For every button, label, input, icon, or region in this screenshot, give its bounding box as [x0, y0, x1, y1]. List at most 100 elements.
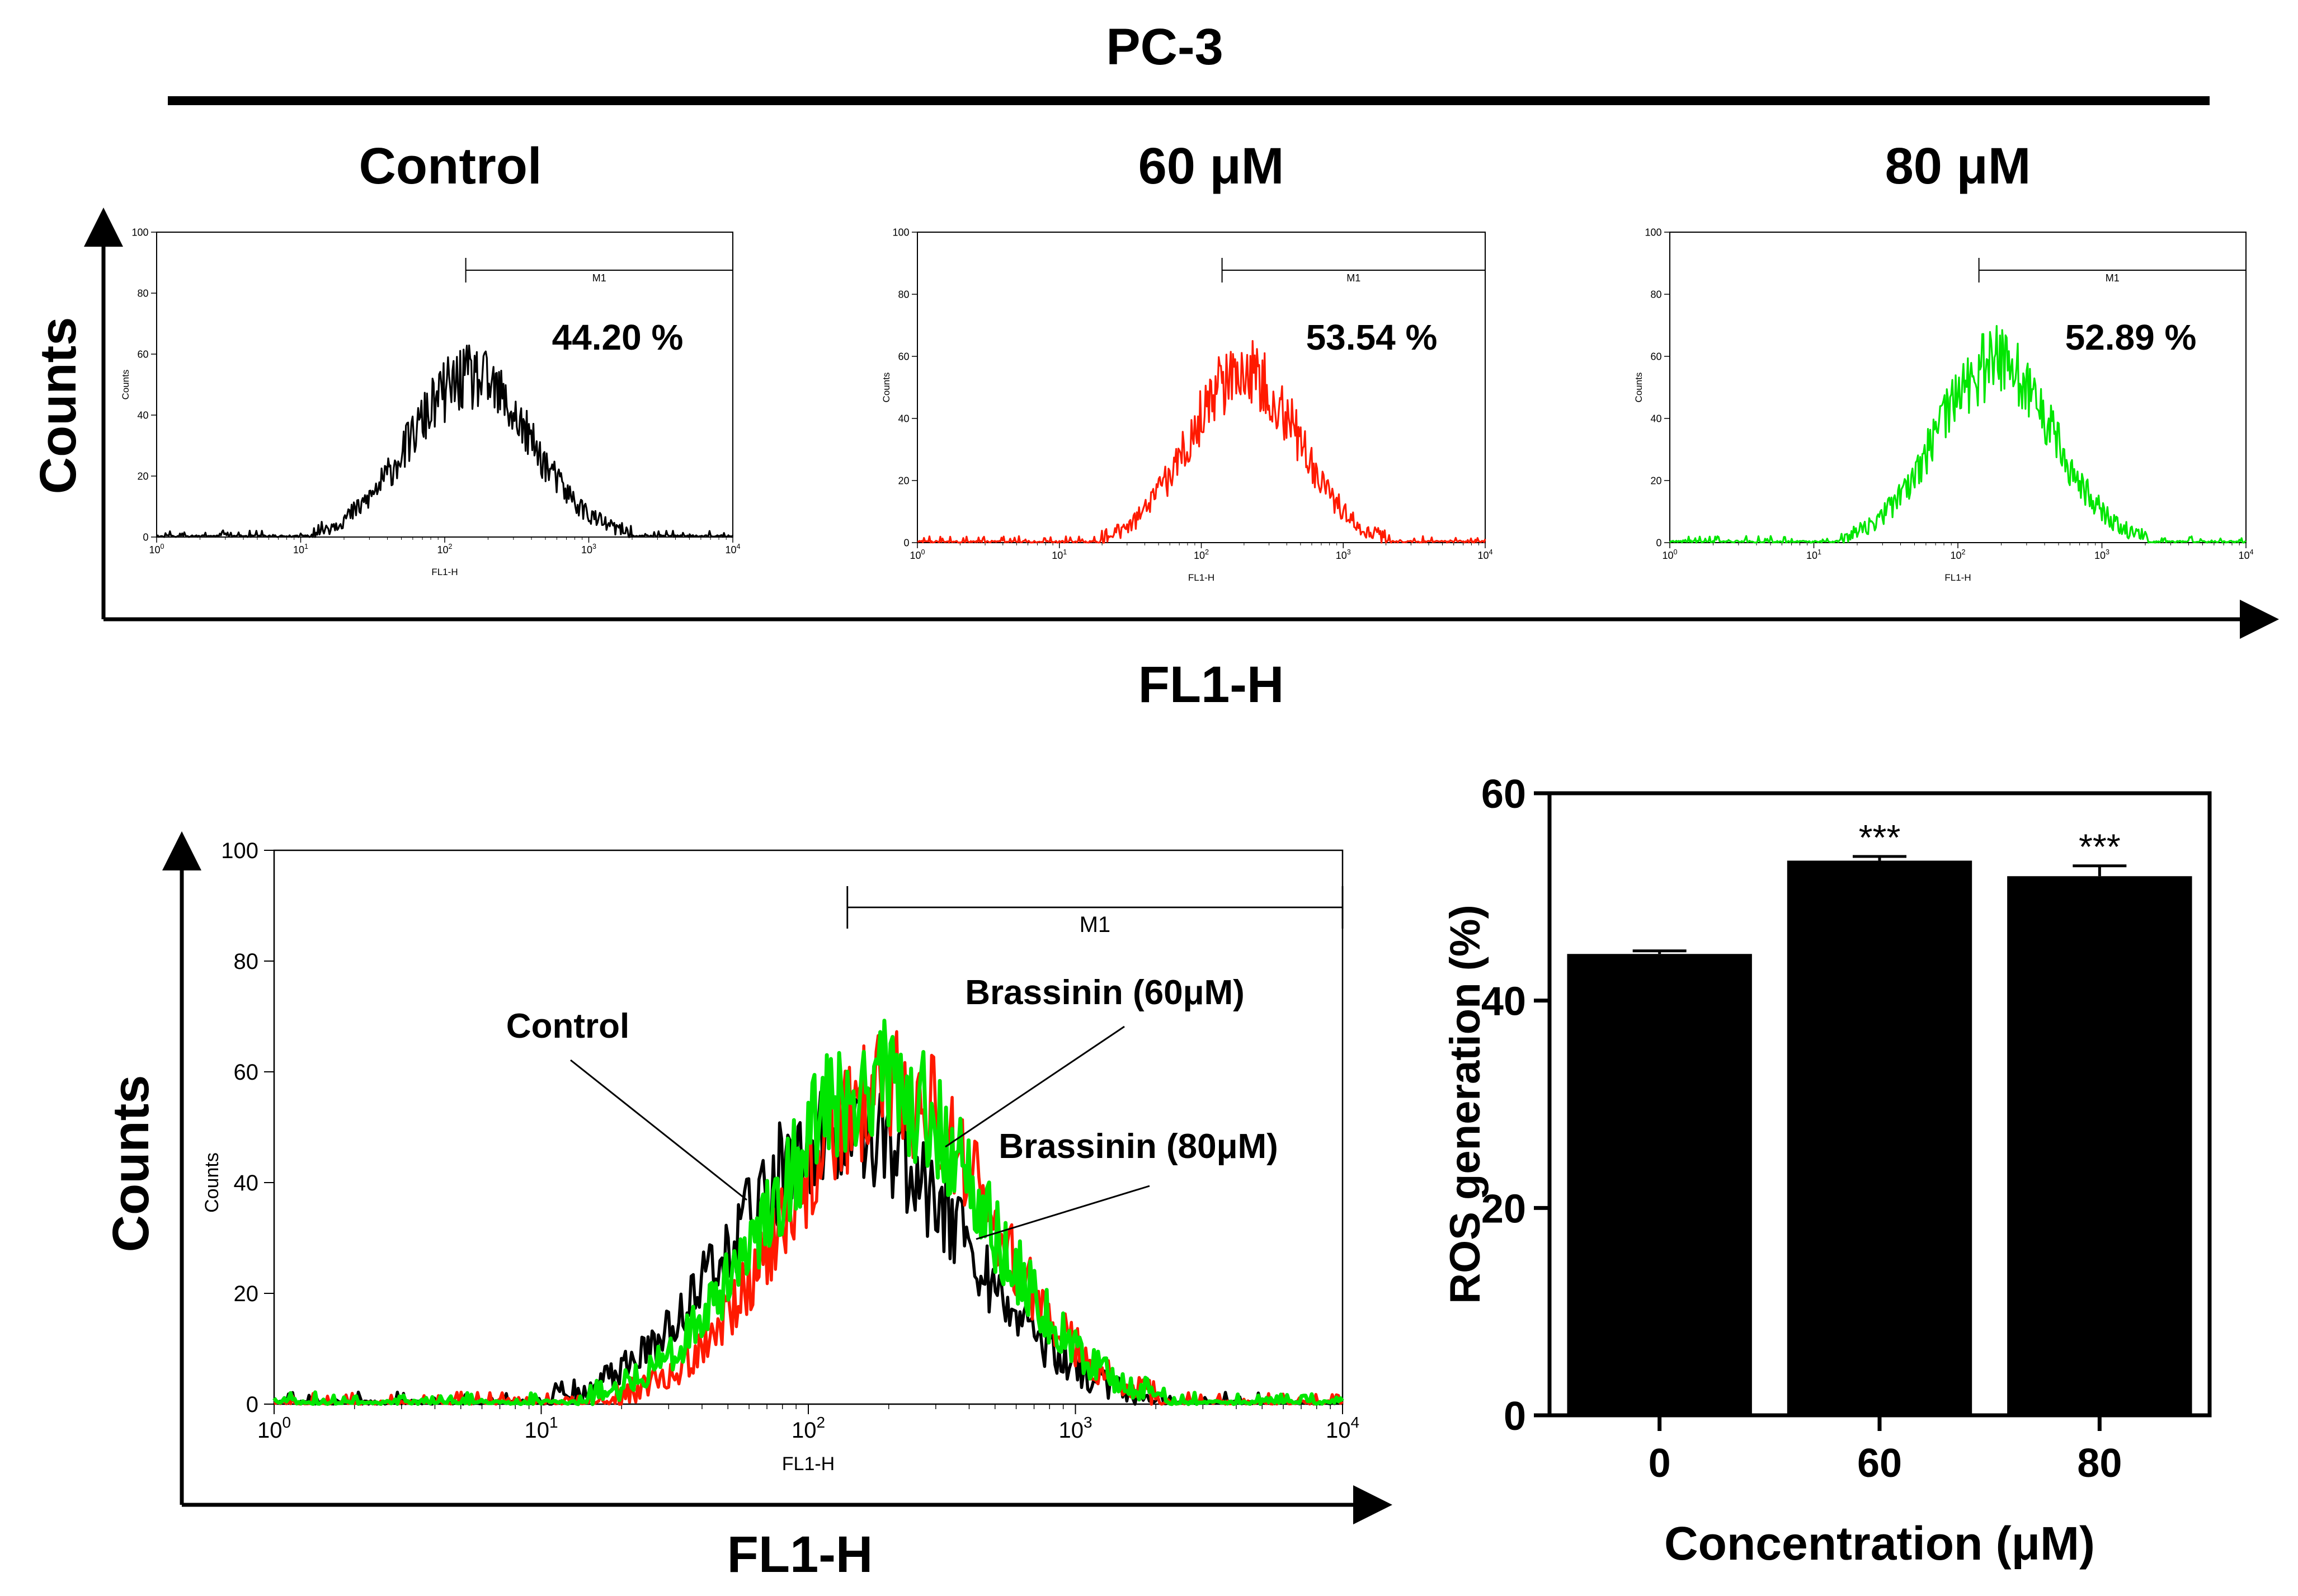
annotation-b60: Brassinin (60μM) — [965, 973, 1245, 1012]
cell-line-title: PC-3 — [1106, 18, 1223, 76]
top-ylabel: Counts — [30, 317, 87, 495]
annotation-leader-b80 — [976, 1185, 1150, 1240]
x-tick-base: 10 — [1950, 550, 1961, 561]
annotation-leader-b60 — [945, 1025, 1125, 1148]
x-tick-exponent: 2 — [449, 543, 453, 550]
panel-title-control: Control — [359, 138, 541, 195]
bar-80 — [2007, 876, 2192, 1415]
bar-0 — [1567, 954, 1752, 1415]
inner-xlabel: FL1-H — [782, 1453, 835, 1475]
x-tick-base: 10 — [1336, 550, 1347, 561]
y-tick-label: 20 — [898, 475, 909, 486]
inner-ylabel: Counts — [1633, 373, 1644, 403]
x-tick-base: 10 — [581, 544, 592, 555]
x-tick-exponent: 3 — [2106, 548, 2109, 556]
x-tick-exponent: 0 — [1674, 548, 1678, 556]
x-tick-label: 101 — [1806, 548, 1821, 561]
y-tick-label: 100 — [892, 227, 909, 238]
x-tick-base: 10 — [1326, 1418, 1351, 1443]
x-tick-label: 100 — [149, 543, 164, 555]
bar-60 — [1787, 860, 1972, 1415]
y-tick-label: 40 — [1481, 980, 1526, 1024]
x-tick-label: 102 — [1950, 548, 1965, 561]
x-tick-label: 100 — [910, 548, 925, 561]
y-tick-label: 60 — [137, 349, 148, 360]
significance-marker: *** — [2079, 827, 2121, 867]
overlay-ylabel: Counts — [102, 1075, 159, 1253]
x-tick-label: 104 — [1477, 548, 1492, 561]
x-tick-exponent: 2 — [1962, 548, 1966, 556]
plot-frame — [917, 232, 1486, 543]
significance-marker: *** — [1859, 817, 1901, 858]
x-tick-exponent: 2 — [1205, 548, 1209, 556]
gate-label: M1 — [592, 272, 606, 284]
x-tick-label: 102 — [1194, 548, 1209, 561]
percent-label: 52.89 % — [2065, 317, 2197, 357]
y-tick-label: 0 — [1656, 537, 1661, 548]
y-tick-label: 0 — [1504, 1394, 1526, 1439]
x-tick-label: 0 — [1649, 1441, 1671, 1486]
y-tick-label: 20 — [137, 470, 148, 482]
y-tick-label: 40 — [1650, 413, 1661, 424]
x-tick-exponent: 1 — [1817, 548, 1821, 556]
x-tick-label: 100 — [257, 1414, 291, 1443]
x-tick-base: 10 — [2094, 550, 2106, 561]
x-tick-base: 10 — [1806, 550, 1817, 561]
annotation-leader-control — [570, 1059, 747, 1201]
x-tick-label: 104 — [2238, 548, 2253, 561]
x-tick-exponent: 1 — [304, 543, 308, 550]
inner-xlabel: FL1-H — [1944, 572, 1971, 583]
panel-title-60uM: 60 μM — [1138, 138, 1284, 195]
bar-ylabel: ROS generation (%) — [1442, 905, 1489, 1304]
x-tick-base: 10 — [293, 544, 304, 555]
overlay-trace-dose80 — [272, 1019, 1344, 1406]
inner-xlabel: FL1-H — [431, 567, 458, 577]
y-tick-label: 40 — [234, 1171, 259, 1195]
x-tick-label: 103 — [1058, 1414, 1092, 1443]
y-tick-label: 0 — [903, 537, 909, 548]
y-tick-label: 100 — [131, 227, 148, 238]
y-tick-label: 60 — [898, 351, 909, 362]
panel-title-80uM: 80 μM — [1885, 138, 2031, 195]
percent-label: 44.20 % — [552, 317, 684, 357]
y-tick-label: 40 — [898, 413, 909, 424]
inner-ylabel: Counts — [881, 373, 892, 403]
x-tick-label: 60 — [1857, 1441, 1902, 1486]
inner-ylabel: Counts — [120, 370, 131, 400]
x-tick-base: 10 — [2238, 550, 2249, 561]
y-tick-label: 100 — [221, 839, 258, 863]
x-tick-exponent: 4 — [737, 543, 741, 550]
x-tick-base: 10 — [149, 544, 160, 555]
x-tick-label: 104 — [1326, 1414, 1359, 1443]
ros-bar-chart: 0 20 40 60 0 60 *** 80 *** Concentration (μM) ROS … — [1442, 772, 2212, 1570]
x-tick-label: 102 — [792, 1414, 825, 1443]
x-tick-label: 103 — [2094, 548, 2109, 561]
x-tick-exponent: 3 — [592, 543, 596, 550]
x-tick-label: 101 — [524, 1414, 558, 1443]
x-tick-exponent: 0 — [921, 548, 925, 556]
y-tick-label: 0 — [143, 531, 148, 543]
y-tick-label: 60 — [1481, 772, 1526, 817]
x-tick-exponent: 0 — [282, 1414, 291, 1431]
x-tick-base: 10 — [1477, 550, 1489, 561]
x-tick-base: 10 — [257, 1418, 282, 1443]
y-tick-label: 0 — [246, 1392, 258, 1417]
gate-label: M1 — [1080, 912, 1111, 937]
y-tick-label: 60 — [234, 1060, 259, 1085]
x-tick-base: 10 — [1058, 1418, 1084, 1443]
y-tick-label: 80 — [137, 288, 148, 299]
x-tick-label: 101 — [293, 543, 308, 555]
histogram-trace — [917, 340, 1486, 544]
annotation-b80: Brassinin (80μM) — [999, 1127, 1278, 1166]
overlay-trace-dose60 — [274, 1030, 1344, 1406]
y-tick-label: 100 — [1645, 227, 1661, 238]
top-xlabel: FL1-H — [1138, 656, 1284, 713]
annotation-control: Control — [506, 1007, 629, 1046]
x-tick-exponent: 4 — [1350, 1414, 1359, 1431]
x-tick-exponent: 3 — [1084, 1414, 1093, 1431]
